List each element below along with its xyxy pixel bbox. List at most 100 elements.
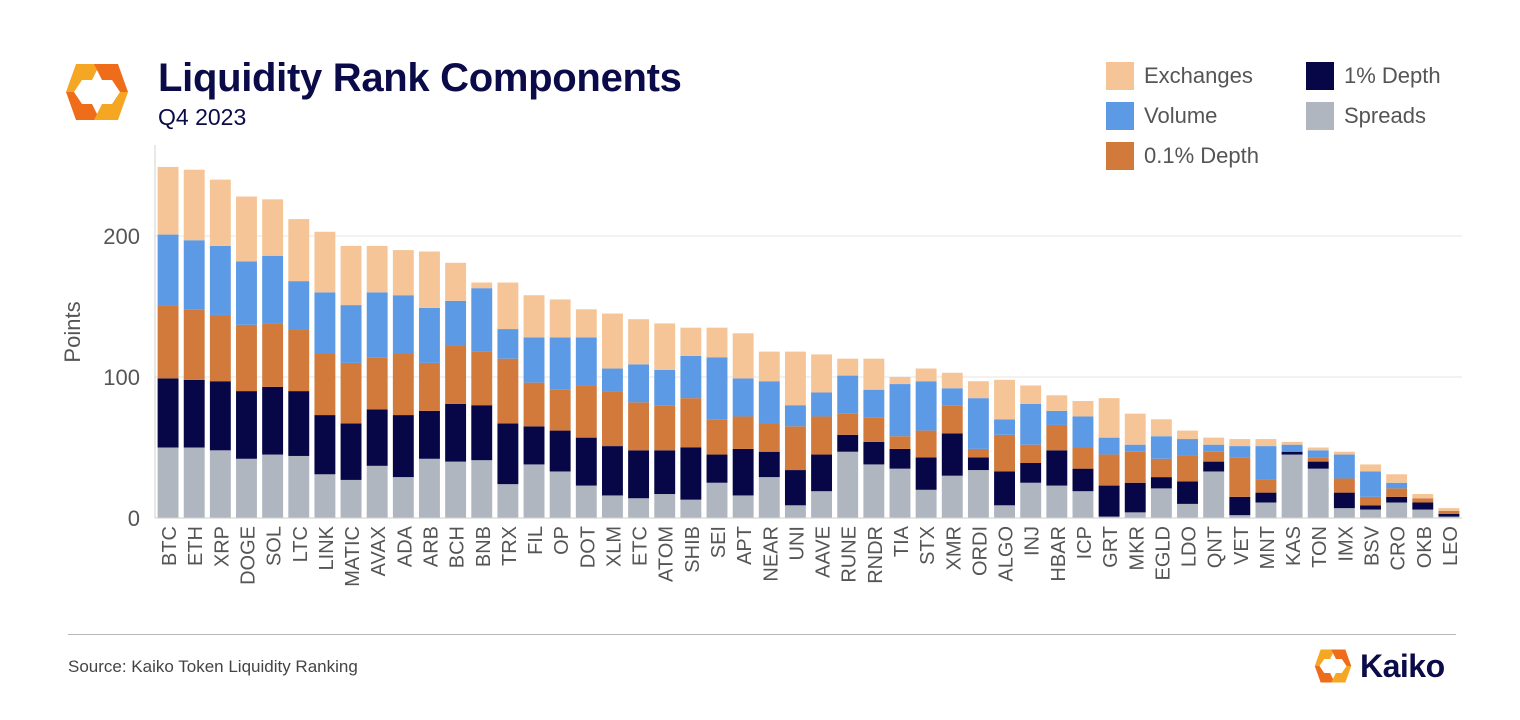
bar-segment-0-1-depth [680, 398, 702, 448]
bar-segment-spreads [654, 494, 676, 518]
bar-segment-0-1-depth [471, 351, 493, 406]
x-tick-label: DOT [577, 526, 599, 568]
bar-segment-volume [340, 305, 362, 363]
bar-segment-1-depth [1150, 477, 1172, 489]
bar-segment-volume [1333, 454, 1355, 479]
bar-segment-0-1-depth [1150, 458, 1172, 478]
bar-segment-1-depth [654, 450, 676, 495]
bar-segment-1-depth [1281, 451, 1303, 455]
bar-segment-0-1-depth [654, 405, 676, 451]
bar-segment-exchanges [1124, 413, 1146, 445]
y-tick-label: 200 [103, 224, 140, 249]
x-tick-label: OP [551, 526, 573, 555]
bar-segment-spreads [732, 495, 754, 518]
bar-segment-spreads [314, 474, 336, 518]
x-tick-label: GRT [1100, 526, 1122, 568]
bar-segment-1-depth [1098, 485, 1120, 517]
bar-segment-spreads [967, 470, 989, 518]
bar-segment-spreads [288, 455, 310, 518]
legend-swatch-01pct-depth [1106, 142, 1134, 170]
x-tick-label: INJ [1022, 526, 1044, 556]
legend-label: Exchanges [1144, 63, 1253, 88]
x-tick-label: ARB [420, 526, 442, 567]
bar-segment-0-1-depth [314, 353, 336, 416]
bar-segment-exchanges [366, 245, 388, 293]
x-tick-label: MATIC [342, 526, 364, 587]
brand-logo: Kaiko [1312, 646, 1445, 686]
bar-segment-1-depth [1020, 463, 1042, 483]
bar-segment-1-depth [1177, 481, 1198, 504]
bar-segment-0-1-depth [628, 402, 650, 451]
bar-segment-spreads [1333, 508, 1355, 518]
bar-segment-exchanges [209, 179, 231, 246]
bar-segment-spreads [523, 464, 545, 518]
bar-segment-1-depth [497, 423, 519, 485]
bar-segment-1-depth [758, 451, 780, 478]
bar-segment-exchanges [654, 323, 676, 370]
footer-divider [68, 634, 1456, 635]
bar-segment-volume [445, 300, 467, 346]
bar-segment-0-1-depth [732, 416, 754, 449]
x-tick-label: BSV [1362, 525, 1384, 566]
kaiko-mark-icon [1314, 649, 1352, 683]
bar-segment-exchanges [1360, 464, 1381, 472]
bar-segment-volume [1150, 436, 1172, 459]
bar-segment-spreads [889, 468, 911, 518]
legend-label: Spreads [1344, 103, 1426, 128]
bar-segment-spreads [1098, 516, 1120, 518]
x-tick-label: IMX [1335, 526, 1357, 562]
legend-label: Volume [1144, 103, 1218, 128]
bar-segment-exchanges [628, 319, 650, 365]
bar-segment-volume [889, 384, 911, 437]
x-tick-label: ALGO [996, 526, 1018, 582]
bar-segment-exchanges [1072, 400, 1094, 417]
bar-segment-volume [262, 255, 284, 324]
bar-segment-volume [1360, 471, 1381, 497]
bar-segment-0-1-depth [1177, 455, 1198, 482]
bar-segment-volume [288, 281, 310, 330]
bar-segment-0-1-depth [1046, 424, 1068, 451]
bar-segment-spreads [680, 499, 702, 518]
x-tick-label: STX [917, 526, 939, 565]
bar-segment-0-1-depth [1098, 454, 1120, 486]
x-tick-label: AAVE [813, 526, 835, 578]
bar-segment-volume [1020, 403, 1042, 445]
x-tick-label: RUNE [839, 526, 861, 583]
bar-segment-spreads [1229, 515, 1251, 518]
x-tick-label: SOL [264, 526, 286, 566]
bar-segment-exchanges [549, 299, 571, 338]
bar-segment-exchanges [732, 333, 754, 379]
bar-segment-volume [1281, 444, 1303, 452]
bar-segment-exchanges [915, 368, 937, 382]
bar-segment-0-1-depth [1020, 444, 1042, 464]
bar-segment-volume [157, 234, 179, 306]
bar-segment-exchanges [497, 282, 519, 330]
bar-segment-spreads [1046, 485, 1068, 518]
bar-segment-exchanges [601, 313, 623, 369]
x-tick-label: HBAR [1048, 526, 1070, 582]
bar-segment-spreads [784, 505, 806, 518]
bar-segment-volume [758, 381, 780, 424]
bar-segment-volume [1255, 446, 1277, 480]
bar-segment-exchanges [1307, 447, 1329, 451]
bar-segment-1-depth [889, 448, 911, 469]
bar-segment-1-depth [183, 379, 205, 448]
x-tick-label: KAS [1283, 526, 1305, 566]
bar-segment-0-1-depth [419, 362, 440, 411]
bar-segment-spreads [419, 458, 440, 518]
bar-segment-spreads [183, 447, 205, 518]
bar-segment-1-depth [549, 430, 571, 472]
legend: Exchanges 1% Depth Volume Spreads 0.1% D… [1106, 62, 1486, 182]
bar-segment-volume [1307, 450, 1329, 458]
bar-segment-0-1-depth [1255, 479, 1277, 493]
bar-segment-1-depth [967, 457, 989, 471]
bar-segment-exchanges [1203, 437, 1225, 445]
bar-segment-1-depth [157, 378, 179, 448]
x-tick-label: LTC [290, 526, 312, 562]
bar-segment-spreads [262, 454, 284, 518]
bar-segment-exchanges [758, 351, 780, 382]
bar-segment-1-depth [262, 386, 284, 455]
bar-segment-volume [1229, 446, 1251, 458]
bar-segment-1-depth [1203, 461, 1225, 472]
bar-segment-0-1-depth [941, 405, 963, 434]
